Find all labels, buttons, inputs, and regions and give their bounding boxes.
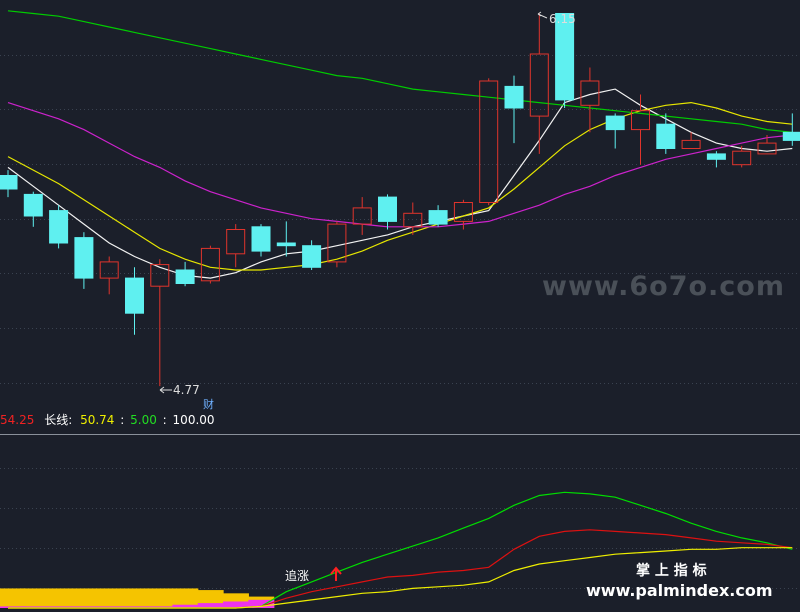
candle-up bbox=[453, 202, 473, 222]
indicator-value-3: 5.00 bbox=[130, 413, 157, 427]
volume-bar bbox=[96, 588, 123, 608]
volume-bar bbox=[71, 588, 98, 608]
volume-bar-pink bbox=[172, 604, 199, 608]
volume-bar-pink bbox=[96, 606, 123, 608]
indicator-header: 54.25 长线: 50.74 : 5.00 : 100.00 bbox=[0, 413, 215, 427]
volume-bar bbox=[147, 588, 174, 608]
price-grid bbox=[0, 55, 800, 384]
volume-bar-pink bbox=[147, 606, 174, 608]
candle-up bbox=[529, 53, 549, 117]
candle-down bbox=[428, 210, 448, 225]
candle-down bbox=[175, 269, 195, 284]
candle-down bbox=[74, 237, 94, 279]
candle-up bbox=[681, 139, 701, 149]
volume-bar bbox=[172, 588, 199, 608]
candle-down bbox=[23, 193, 43, 217]
candle-up bbox=[327, 223, 347, 263]
candle-up bbox=[631, 110, 650, 131]
candle-up bbox=[757, 142, 777, 155]
moving-average-lines bbox=[7, 10, 793, 279]
up-arrow-icon bbox=[330, 566, 342, 581]
volume-bar-pink bbox=[121, 606, 148, 608]
candle-up bbox=[479, 80, 499, 203]
volume-bar-pink bbox=[223, 601, 249, 608]
indicator-lines bbox=[8, 491, 793, 609]
volume-bar-pink bbox=[248, 599, 275, 608]
volume-bar bbox=[20, 588, 47, 608]
low-arrow-icon bbox=[159, 386, 172, 394]
volume-bar-pink bbox=[45, 606, 72, 608]
indicator-value-2: 50.74 bbox=[80, 413, 114, 427]
ma-line bbox=[7, 102, 793, 228]
candle-down bbox=[656, 123, 676, 149]
chase-signal: 追涨 bbox=[285, 566, 342, 583]
low-annotation: 4.77 bbox=[159, 383, 200, 397]
candle-up bbox=[200, 247, 220, 282]
ma-line bbox=[7, 88, 793, 279]
indicator-value-1: 54.25 bbox=[0, 413, 34, 427]
candle-up bbox=[732, 150, 752, 166]
indicator-sep-2: : bbox=[163, 413, 167, 427]
candle-down bbox=[0, 175, 18, 190]
high-label: 6.15 bbox=[549, 12, 576, 26]
indicator-sep-1: : bbox=[120, 413, 124, 427]
candle-down bbox=[125, 277, 144, 314]
chase-signal-label: 追涨 bbox=[285, 568, 309, 583]
ma-line bbox=[7, 10, 793, 133]
high-arrow-icon bbox=[537, 11, 548, 19]
volume-bar bbox=[45, 588, 72, 608]
candle-up bbox=[226, 229, 246, 255]
candle-up bbox=[580, 80, 600, 106]
ma-line bbox=[7, 101, 793, 271]
candle-up bbox=[352, 207, 372, 225]
volume-bar bbox=[0, 588, 26, 608]
high-annotation: 6.15 bbox=[537, 11, 576, 26]
candle-up bbox=[99, 261, 119, 279]
indicator-value-4: 100.00 bbox=[173, 413, 215, 427]
candle-down bbox=[49, 210, 69, 244]
volume-bar-pink bbox=[71, 606, 98, 608]
candle-up bbox=[150, 264, 170, 287]
candle-down bbox=[555, 13, 575, 101]
candle-down bbox=[706, 153, 726, 160]
watermark-site1: www.6o7o.com bbox=[542, 271, 785, 302]
candle-down bbox=[504, 85, 524, 109]
candle-down bbox=[251, 226, 271, 252]
candle-down bbox=[782, 131, 800, 141]
volume-bar bbox=[121, 588, 148, 608]
indicator-line bbox=[8, 547, 793, 609]
candle-down bbox=[302, 245, 322, 268]
candle-up bbox=[403, 212, 423, 228]
indicator-label-2: 长线: bbox=[44, 413, 72, 427]
indicator-volume-bars bbox=[0, 588, 275, 608]
candle-down bbox=[378, 196, 397, 222]
candlesticks bbox=[0, 13, 800, 387]
candle-down bbox=[276, 242, 296, 247]
volume-bar-pink bbox=[0, 606, 26, 608]
volume-bar-pink bbox=[20, 606, 47, 608]
indicator-grid bbox=[0, 468, 800, 589]
candle-down bbox=[605, 115, 625, 131]
volume-bar-pink bbox=[197, 603, 224, 608]
finance-flag: 财 bbox=[203, 397, 214, 411]
low-label: 4.77 bbox=[173, 383, 200, 397]
watermark-site2: www.palmindex.com bbox=[586, 581, 773, 600]
svg-text:54.25 长线: 50.74: 54.25 长线: 50.74 : 5.00 : 100.00 bbox=[0, 413, 215, 427]
watermark-brand: 掌 上 指 标 bbox=[636, 562, 707, 579]
